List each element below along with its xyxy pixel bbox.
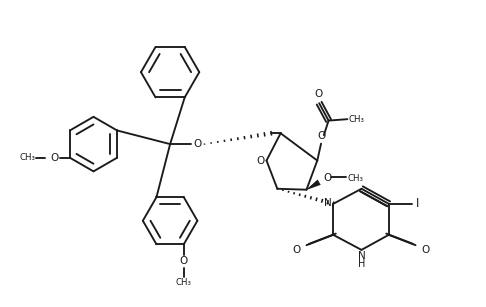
Text: O: O [324, 173, 332, 183]
Text: CH₃: CH₃ [19, 153, 35, 162]
Text: O: O [293, 245, 301, 255]
Text: N: N [358, 251, 365, 261]
Text: N: N [324, 198, 331, 208]
Text: O: O [314, 89, 322, 99]
Text: O: O [193, 139, 202, 149]
Text: O: O [421, 245, 430, 255]
Text: H: H [358, 259, 365, 269]
Text: CH₃: CH₃ [176, 278, 192, 287]
Text: O: O [318, 131, 326, 141]
Text: O: O [180, 256, 188, 266]
Text: O: O [51, 153, 59, 163]
Text: O: O [257, 156, 265, 165]
Text: CH₃: CH₃ [347, 174, 364, 183]
Text: I: I [416, 197, 419, 210]
Polygon shape [306, 180, 321, 190]
Text: CH₃: CH₃ [348, 115, 364, 124]
